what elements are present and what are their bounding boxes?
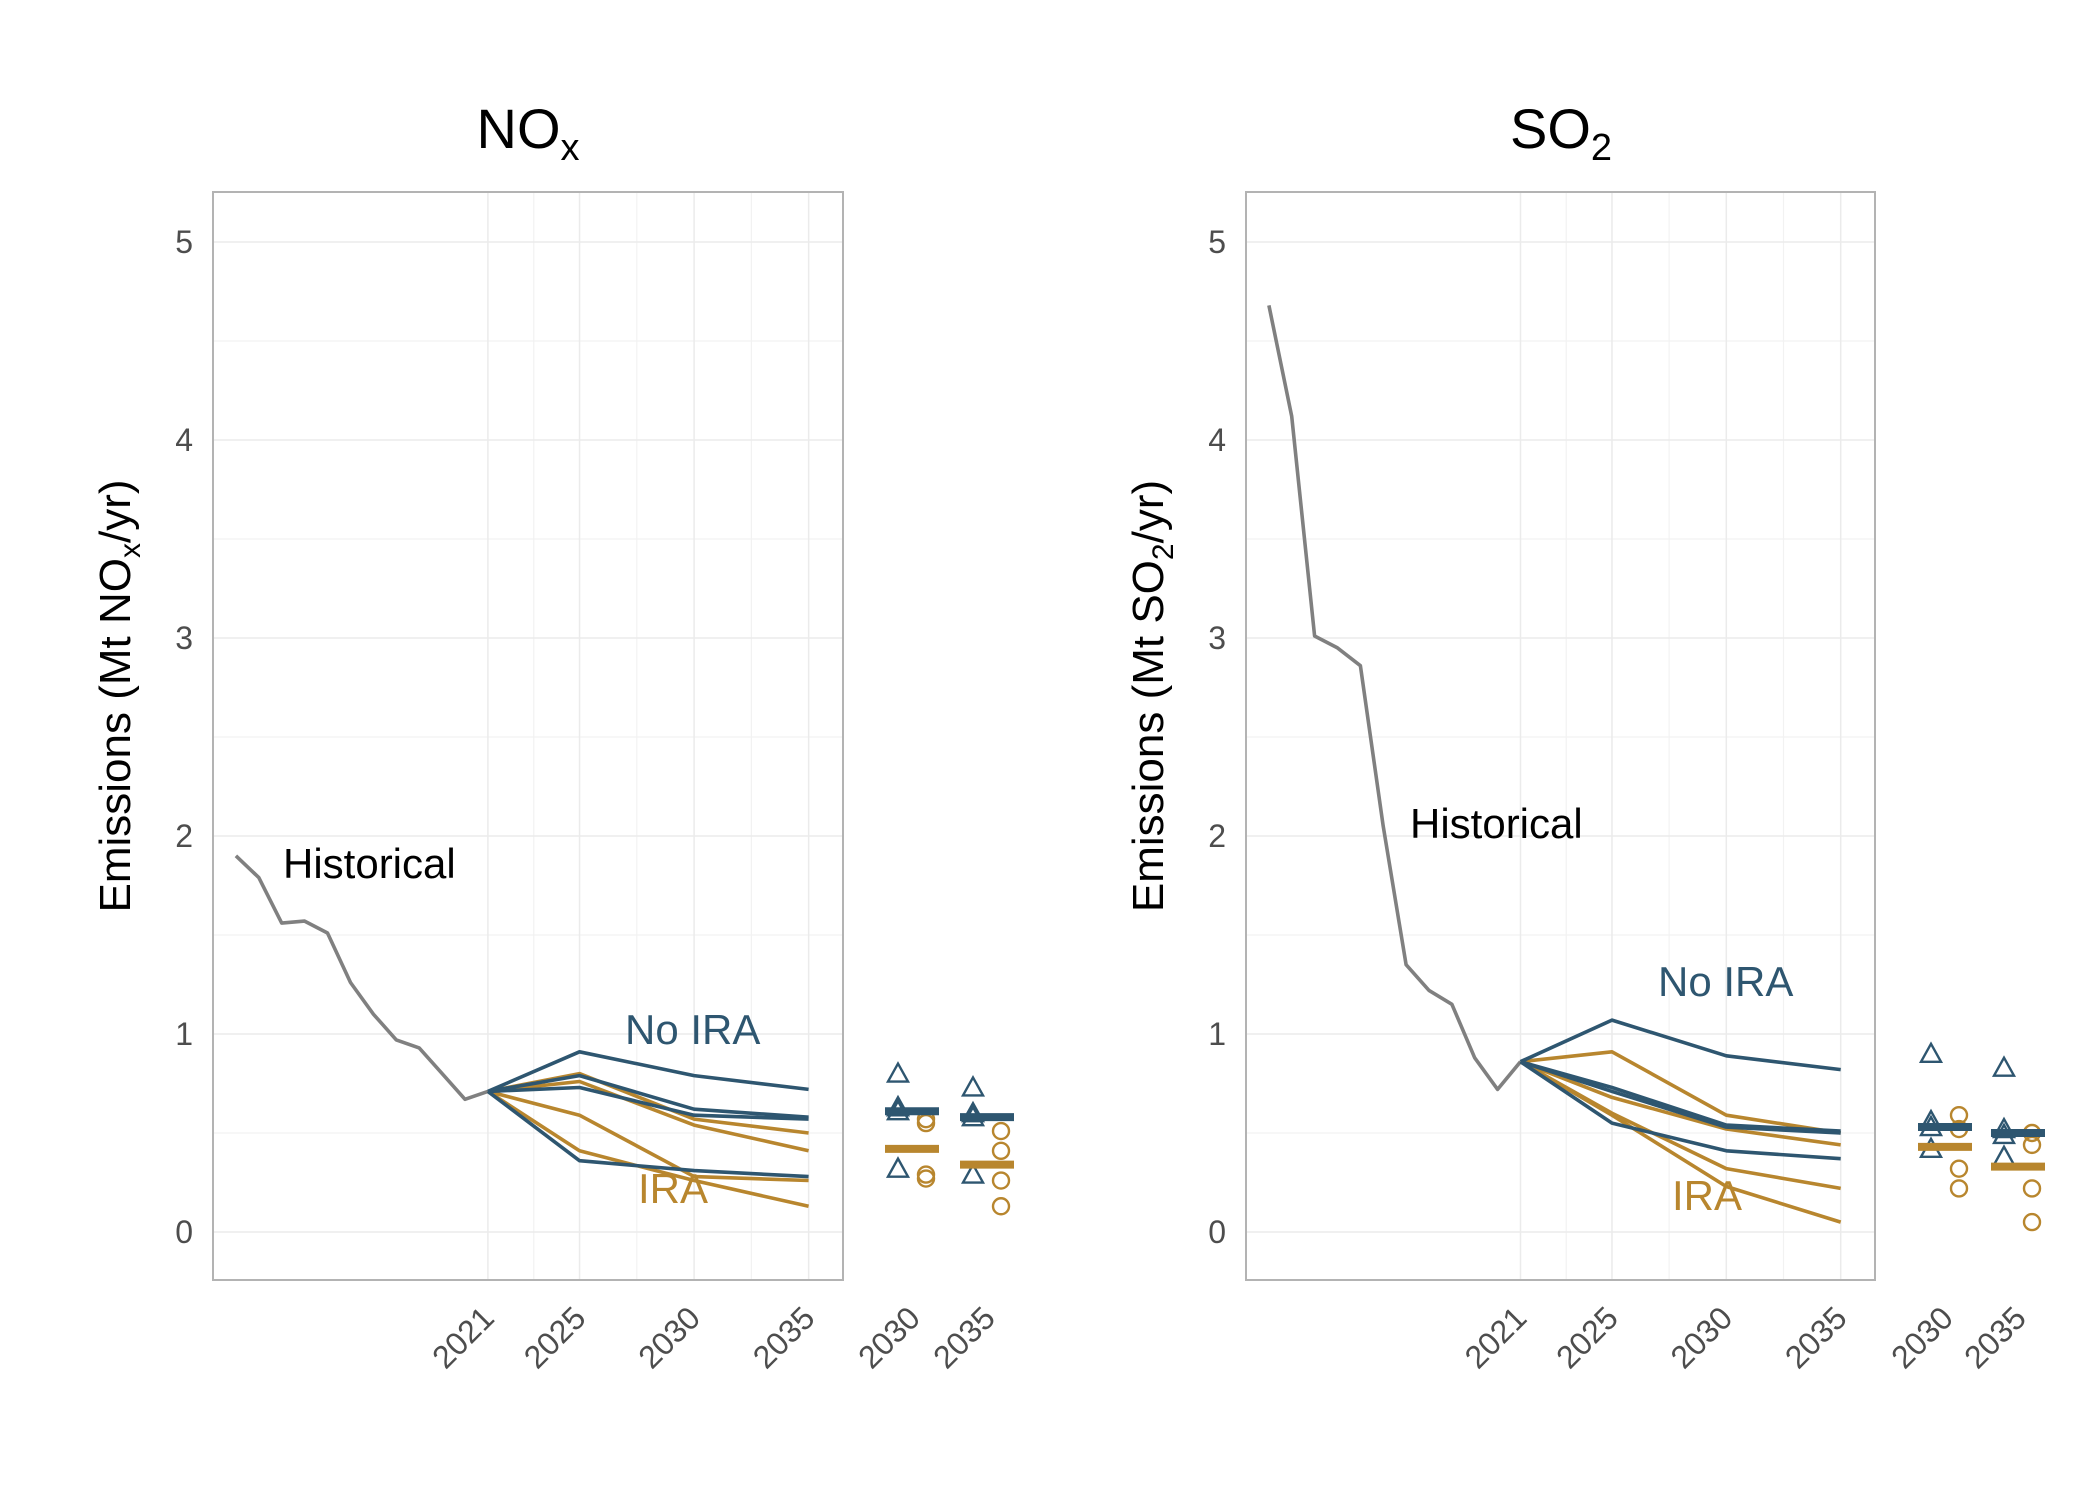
no-ira-series-line (486, 1089, 809, 1179)
x-tick-label: 2030 (1663, 1299, 1739, 1375)
y-tick-label: 5 (175, 224, 193, 260)
ira-series-line (487, 1089, 809, 1183)
strip-tick-label: 2030 (851, 1299, 927, 1375)
ira-model-point (991, 1141, 1011, 1161)
no-ira-model-point (1991, 1055, 2017, 1077)
plot-border (212, 191, 844, 1281)
no-ira-series-line (1519, 1059, 1841, 1135)
panel-title: SO2 (1510, 97, 1612, 169)
strip-tick-label: 2035 (926, 1299, 1002, 1375)
no-ira-series-line (487, 1073, 809, 1119)
y-tick-label: 0 (175, 1214, 193, 1250)
y-tick-label: 0 (1208, 1214, 1226, 1250)
no-ira-series-line (487, 1050, 809, 1094)
ira-label: IRA (638, 1165, 708, 1212)
no-ira-model-point (1918, 1041, 1944, 1064)
y-axis-title: Emissions (Mt NOx/yr) (91, 479, 147, 912)
ira-model-point (991, 1197, 1011, 1216)
no-ira-series-line (1519, 1018, 1841, 1072)
x-tick-label: 2035 (1778, 1299, 1854, 1375)
ira-label: IRA (1672, 1172, 1742, 1219)
x-tick-label: 2021 (1458, 1299, 1534, 1375)
no-ira-model-point (960, 1100, 986, 1123)
historical-label: Historical (283, 840, 456, 887)
historical-label: Historical (1410, 800, 1583, 847)
y-tick-label: 1 (175, 1016, 193, 1052)
ira-model-point (2022, 1179, 2042, 1198)
no-ira-model-point (885, 1061, 911, 1083)
no-ira-model-point (885, 1094, 911, 1117)
y-tick-label: 4 (1208, 422, 1226, 458)
ira-model-point (1949, 1179, 1969, 1198)
x-tick-label: 2021 (425, 1299, 501, 1375)
plot-border (1245, 191, 1876, 1281)
no-ira-model-point (885, 1156, 911, 1178)
ira-model-point (916, 1169, 936, 1188)
ira-model-point (1949, 1159, 1969, 1178)
x-tick-label: 2030 (631, 1299, 707, 1375)
ira-series-line (487, 1079, 809, 1153)
no-ira-model-point (960, 1162, 986, 1184)
x-tick-label: 2025 (1549, 1299, 1625, 1375)
no-ira-model-point (1991, 1116, 2017, 1139)
historical-line (1267, 305, 1522, 1092)
y-tick-label: 3 (175, 620, 193, 656)
no-ira-label: No IRA (625, 1006, 760, 1053)
historical-line (234, 854, 489, 1102)
y-tick-label: 1 (1208, 1016, 1226, 1052)
no-ira-series-line (487, 1085, 809, 1121)
no-ira-model-point (1991, 1144, 2017, 1166)
ira-model-point (2022, 1135, 2042, 1155)
ira-series-line (1520, 1050, 1841, 1135)
y-tick-label: 2 (1208, 818, 1226, 854)
y-tick-label: 3 (1208, 620, 1226, 656)
no-ira-label: No IRA (1658, 958, 1793, 1005)
ira-model-point (991, 1171, 1011, 1190)
ira-model-point (991, 1121, 1011, 1141)
x-tick-label: 2025 (517, 1299, 593, 1375)
ira-series-line (1519, 1060, 1841, 1147)
panel-title: NOx (477, 97, 580, 169)
x-tick-label: 2035 (746, 1299, 822, 1375)
strip-tick-label: 2030 (1884, 1299, 1960, 1375)
y-tick-label: 5 (1208, 224, 1226, 260)
ira-series-line (1519, 1060, 1842, 1224)
y-axis-title: Emissions (Mt SO2/yr) (1124, 480, 1180, 912)
strip-tick-label: 2035 (1957, 1299, 2033, 1375)
y-tick-label: 2 (175, 818, 193, 854)
ira-model-point (2022, 1212, 2042, 1232)
y-tick-label: 4 (175, 422, 193, 458)
no-ira-series-line (1520, 1059, 1841, 1133)
no-ira-series-line (1519, 1060, 1841, 1161)
no-ira-model-point (960, 1074, 986, 1097)
